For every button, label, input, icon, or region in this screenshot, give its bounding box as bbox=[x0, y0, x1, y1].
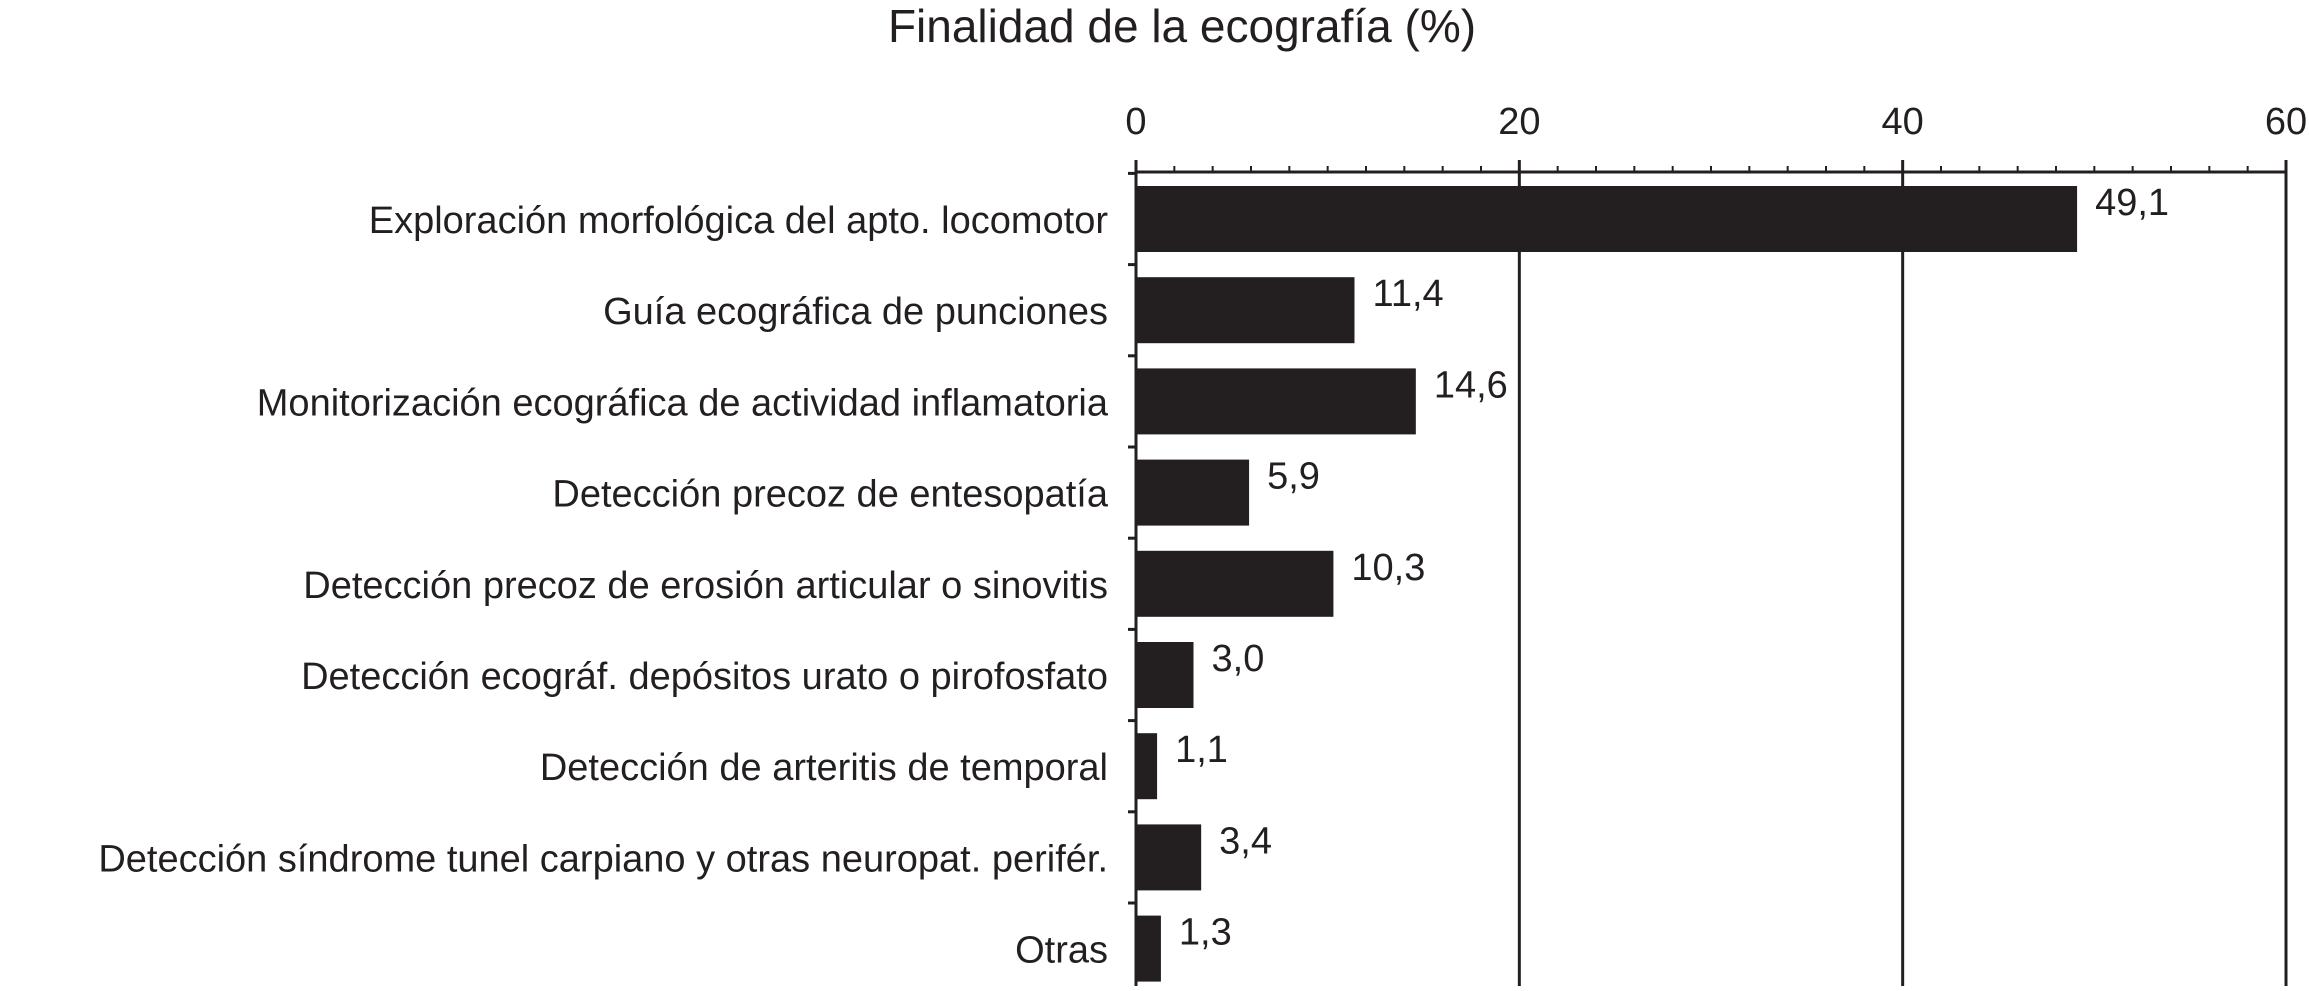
bar bbox=[1136, 277, 1355, 344]
axes bbox=[1128, 160, 2288, 986]
x-tick-label-20: 20 bbox=[1498, 101, 1540, 143]
category-label: Detección síndrome tunel carpiano y otra… bbox=[98, 838, 1108, 880]
bar bbox=[1136, 824, 1202, 891]
value-label: 1,1 bbox=[1175, 729, 1228, 771]
value-label: 3,0 bbox=[1212, 638, 1265, 680]
value-label: 14,6 bbox=[1434, 364, 1508, 406]
category-label: Otras bbox=[1015, 930, 1108, 972]
category-label: Monitorización ecográfica de actividad i… bbox=[257, 382, 1109, 424]
bar bbox=[1136, 368, 1416, 435]
x-tick-label-40: 40 bbox=[1882, 101, 1924, 143]
value-label: 3,4 bbox=[1219, 820, 1272, 862]
value-label: 5,9 bbox=[1267, 456, 1320, 498]
bar bbox=[1136, 186, 2078, 252]
value-label: 11,4 bbox=[1373, 273, 1444, 315]
bar bbox=[1136, 642, 1194, 708]
value-label: 10,3 bbox=[1351, 547, 1425, 589]
category-label: Guía ecográfica de punciones bbox=[603, 291, 1108, 333]
bar bbox=[1136, 459, 1250, 526]
bar bbox=[1136, 915, 1161, 982]
labels: 0 20 40 60 Exploración morfológica del apto.… bbox=[98, 101, 2307, 972]
chart-title: Finalidad de la ecografía (%) bbox=[888, 0, 1476, 52]
bars bbox=[1136, 186, 2078, 982]
category-label: Exploración morfológica del apto. locomo… bbox=[369, 200, 1109, 242]
value-label: 49,1 bbox=[2095, 182, 2169, 224]
bar bbox=[1136, 733, 1158, 800]
category-label: Detección precoz de erosión articular o … bbox=[303, 565, 1108, 607]
category-label: Detección ecográf. depósitos urato o pir… bbox=[301, 656, 1108, 698]
x-tick-label-0: 0 bbox=[1125, 101, 1146, 143]
category-label: Detección precoz de entesopatía bbox=[552, 474, 1108, 516]
category-label: Detección de arteritis de temporal bbox=[540, 747, 1108, 789]
value-label: 1,3 bbox=[1179, 912, 1232, 954]
x-tick-label-60: 60 bbox=[2265, 101, 2307, 143]
bar bbox=[1136, 550, 1334, 617]
gridlines bbox=[1517, 172, 2288, 986]
